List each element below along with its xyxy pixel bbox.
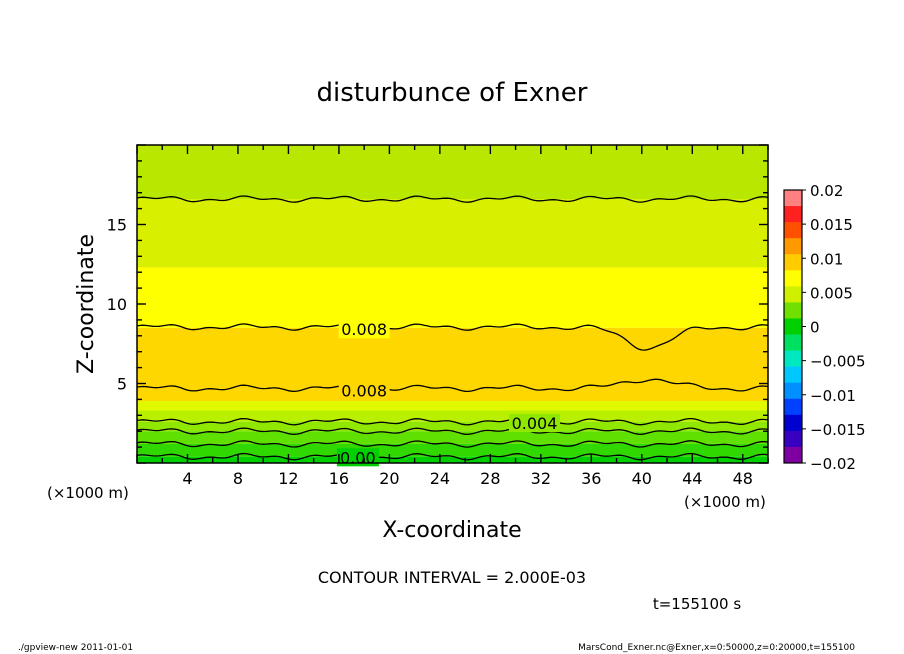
x-tick-label-44: 44 [682,469,702,488]
contour-line-6 [136,195,769,203]
chart-title: disturbunce of Exner [317,78,588,108]
x-unit-label-right: (×1000 m) [684,493,766,511]
contour-label-bg-3 [509,414,561,433]
colorbar-cell-11 [784,366,802,384]
plot-area [137,145,768,463]
contour-line-1 [136,440,769,448]
colorbar-cell-12 [784,382,802,400]
colorbar-cell-14 [784,414,802,432]
colorbar-cell-9 [784,334,802,351]
colorbar-label-6: −0.01 [810,387,856,405]
x-tick-label-16: 16 [329,469,349,488]
y-tick-label-15: 15 [107,216,127,235]
contour-line-3 [136,417,769,426]
footer-left: ./gpview-new 2011-01-01 [18,643,133,653]
x-tick-label-28: 28 [480,469,500,488]
colorbar-cell-8 [784,318,802,335]
colorbar-label-0: 0.02 [810,182,843,200]
colorbar-label-2: 0.01 [810,250,843,268]
contour-band-3 [137,421,768,432]
colorbar-label-7: −0.015 [810,421,866,439]
contour-band-4 [137,410,768,422]
contour-line-0 [136,452,769,461]
contour-line-2 [136,427,769,435]
contour-line-5 [136,323,769,351]
contour-band-1 [137,443,768,457]
colorbar-cell-16 [784,446,802,464]
contour-band-9 [137,145,768,200]
x-tick-label-24: 24 [430,469,450,488]
colorbar-cell-5 [784,270,802,287]
contour-band-5 [137,400,768,411]
contour-label-bg-0 [336,448,379,467]
colorbar-label-3: 0.005 [810,284,853,302]
colorbar-cell-6 [784,286,802,303]
x-axis-label: X-coordinate [382,518,521,543]
colorbar-cell-7 [784,302,802,319]
x-tick-label-12: 12 [278,469,298,488]
colorbar-cell-1 [784,206,802,223]
colorbar-cell-3 [784,238,802,255]
contour-line-4 [136,378,769,393]
colorbar-label-5: −0.005 [810,353,866,371]
contour-label-bg-4 [338,381,390,400]
colorbar-label-8: −0.02 [810,455,856,473]
colorbar-cell-4 [784,254,802,271]
contour-band-2 [137,431,768,444]
colorbar-cell-15 [784,430,802,448]
colorbar-label-1: 0.015 [810,216,853,234]
contour-label-3: 0.004 [512,414,558,433]
contour-band-6 [137,327,768,401]
colorbar-cell-0 [784,190,802,207]
contour-label-4: 0.008 [341,381,387,400]
colorbar: 0.02 0.015 0.01 0.005 0 −0.005 −0.01 −0.015 −0.0… [783,182,866,473]
x-tick-label-32: 32 [531,469,551,488]
contour-band-7 [137,267,768,328]
x-tick-label-20: 20 [379,469,399,488]
contour-lines: 0.00 0.004 0.008 0.008 [136,195,769,467]
contour-interval: CONTOUR INTERVAL = 2.000E-03 [318,568,586,587]
colorbar-cell-10 [784,350,802,368]
contour-label-0: 0.00 [340,448,376,467]
contour-band-0 [137,456,768,463]
contour-label-bg-5 [338,320,390,339]
y-tick-label-5: 5 [117,375,127,394]
x-axis-ticks: 4 8 12 16 20 24 28 32 36 40 44 48 [136,145,769,488]
x-tick-label-40: 40 [632,469,652,488]
y-tick-label-10: 10 [107,295,127,314]
contour-label-5: 0.008 [341,320,387,339]
x-unit-label-left: (×1000 m) [47,484,129,502]
footer-right: MarsCond_Exner.nc@Exner,x=0:50000,z=0:20… [578,643,855,653]
y-axis-ticks: 5 10 15 [107,144,768,464]
time-label: t=155100 s [653,595,741,613]
colorbar-cell-2 [784,222,802,239]
x-tick-label-36: 36 [581,469,601,488]
x-tick-label-4: 4 [182,469,192,488]
y-axis-label: Z-coordinate [74,234,99,374]
contour-band-8 [137,199,768,268]
colorbar-label-4: 0 [810,319,820,337]
x-tick-label-48: 48 [733,469,753,488]
colorbar-cell-13 [784,398,802,416]
x-tick-label-8: 8 [233,469,243,488]
